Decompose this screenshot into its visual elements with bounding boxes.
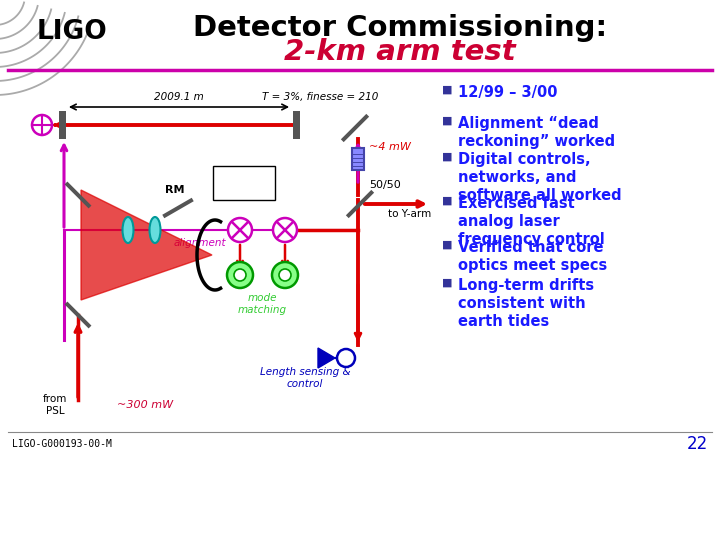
- Text: ■: ■: [442, 196, 452, 206]
- Text: ■: ■: [442, 152, 452, 162]
- Circle shape: [272, 262, 298, 288]
- Text: Detector Commissioning:: Detector Commissioning:: [193, 14, 607, 42]
- Polygon shape: [318, 348, 335, 368]
- Polygon shape: [341, 114, 369, 142]
- Text: ■: ■: [442, 278, 452, 288]
- Circle shape: [337, 349, 355, 367]
- Bar: [59, 111, 66, 139]
- Text: from
PSL: from PSL: [42, 394, 67, 416]
- Text: 2-km arm test: 2-km arm test: [284, 38, 516, 66]
- Bar: [293, 111, 300, 139]
- Circle shape: [32, 115, 52, 135]
- Text: T = 3%, finesse = 210: T = 3%, finesse = 210: [262, 92, 378, 102]
- Text: Long-term drifts
consistent with
earth tides: Long-term drifts consistent with earth t…: [458, 278, 594, 329]
- Text: ~300 mW: ~300 mW: [117, 400, 173, 410]
- Text: 22: 22: [687, 435, 708, 453]
- Text: Length sensing &
control: Length sensing & control: [260, 367, 351, 389]
- Polygon shape: [81, 190, 212, 300]
- Circle shape: [279, 269, 291, 281]
- Polygon shape: [346, 190, 374, 218]
- Circle shape: [273, 218, 297, 242]
- Text: alignment: alignment: [174, 238, 226, 248]
- Circle shape: [234, 269, 246, 281]
- Text: 2009.1 m: 2009.1 m: [154, 92, 204, 102]
- Text: RM: RM: [166, 185, 185, 195]
- Text: ■: ■: [442, 240, 452, 250]
- Text: LIGO: LIGO: [37, 19, 107, 45]
- Text: Alignment “dead
reckoning” worked: Alignment “dead reckoning” worked: [458, 116, 615, 149]
- Circle shape: [228, 218, 252, 242]
- Text: ~4 mW: ~4 mW: [369, 142, 411, 152]
- Text: Exercised fast
analog laser
frequency control: Exercised fast analog laser frequency co…: [458, 196, 605, 247]
- Text: to Y-arm: to Y-arm: [388, 209, 431, 219]
- Polygon shape: [65, 301, 91, 328]
- Text: 12/99 – 3/00: 12/99 – 3/00: [458, 85, 557, 100]
- Circle shape: [227, 262, 253, 288]
- Text: LIGO-G000193-00-M: LIGO-G000193-00-M: [12, 439, 112, 449]
- FancyBboxPatch shape: [213, 166, 275, 200]
- Ellipse shape: [150, 217, 161, 243]
- Text: Verified that core
optics meet specs: Verified that core optics meet specs: [458, 240, 607, 273]
- Text: digital
servo: digital servo: [229, 171, 259, 193]
- Text: mode
matching: mode matching: [238, 293, 287, 315]
- Polygon shape: [162, 198, 194, 218]
- Text: Digital controls,
networks, and
software all worked: Digital controls, networks, and software…: [458, 152, 621, 203]
- Ellipse shape: [122, 217, 133, 243]
- Text: ■: ■: [442, 85, 452, 95]
- Text: 50/50: 50/50: [369, 180, 401, 190]
- Polygon shape: [65, 181, 91, 208]
- Text: ■: ■: [442, 116, 452, 126]
- Bar: [352, 148, 364, 170]
